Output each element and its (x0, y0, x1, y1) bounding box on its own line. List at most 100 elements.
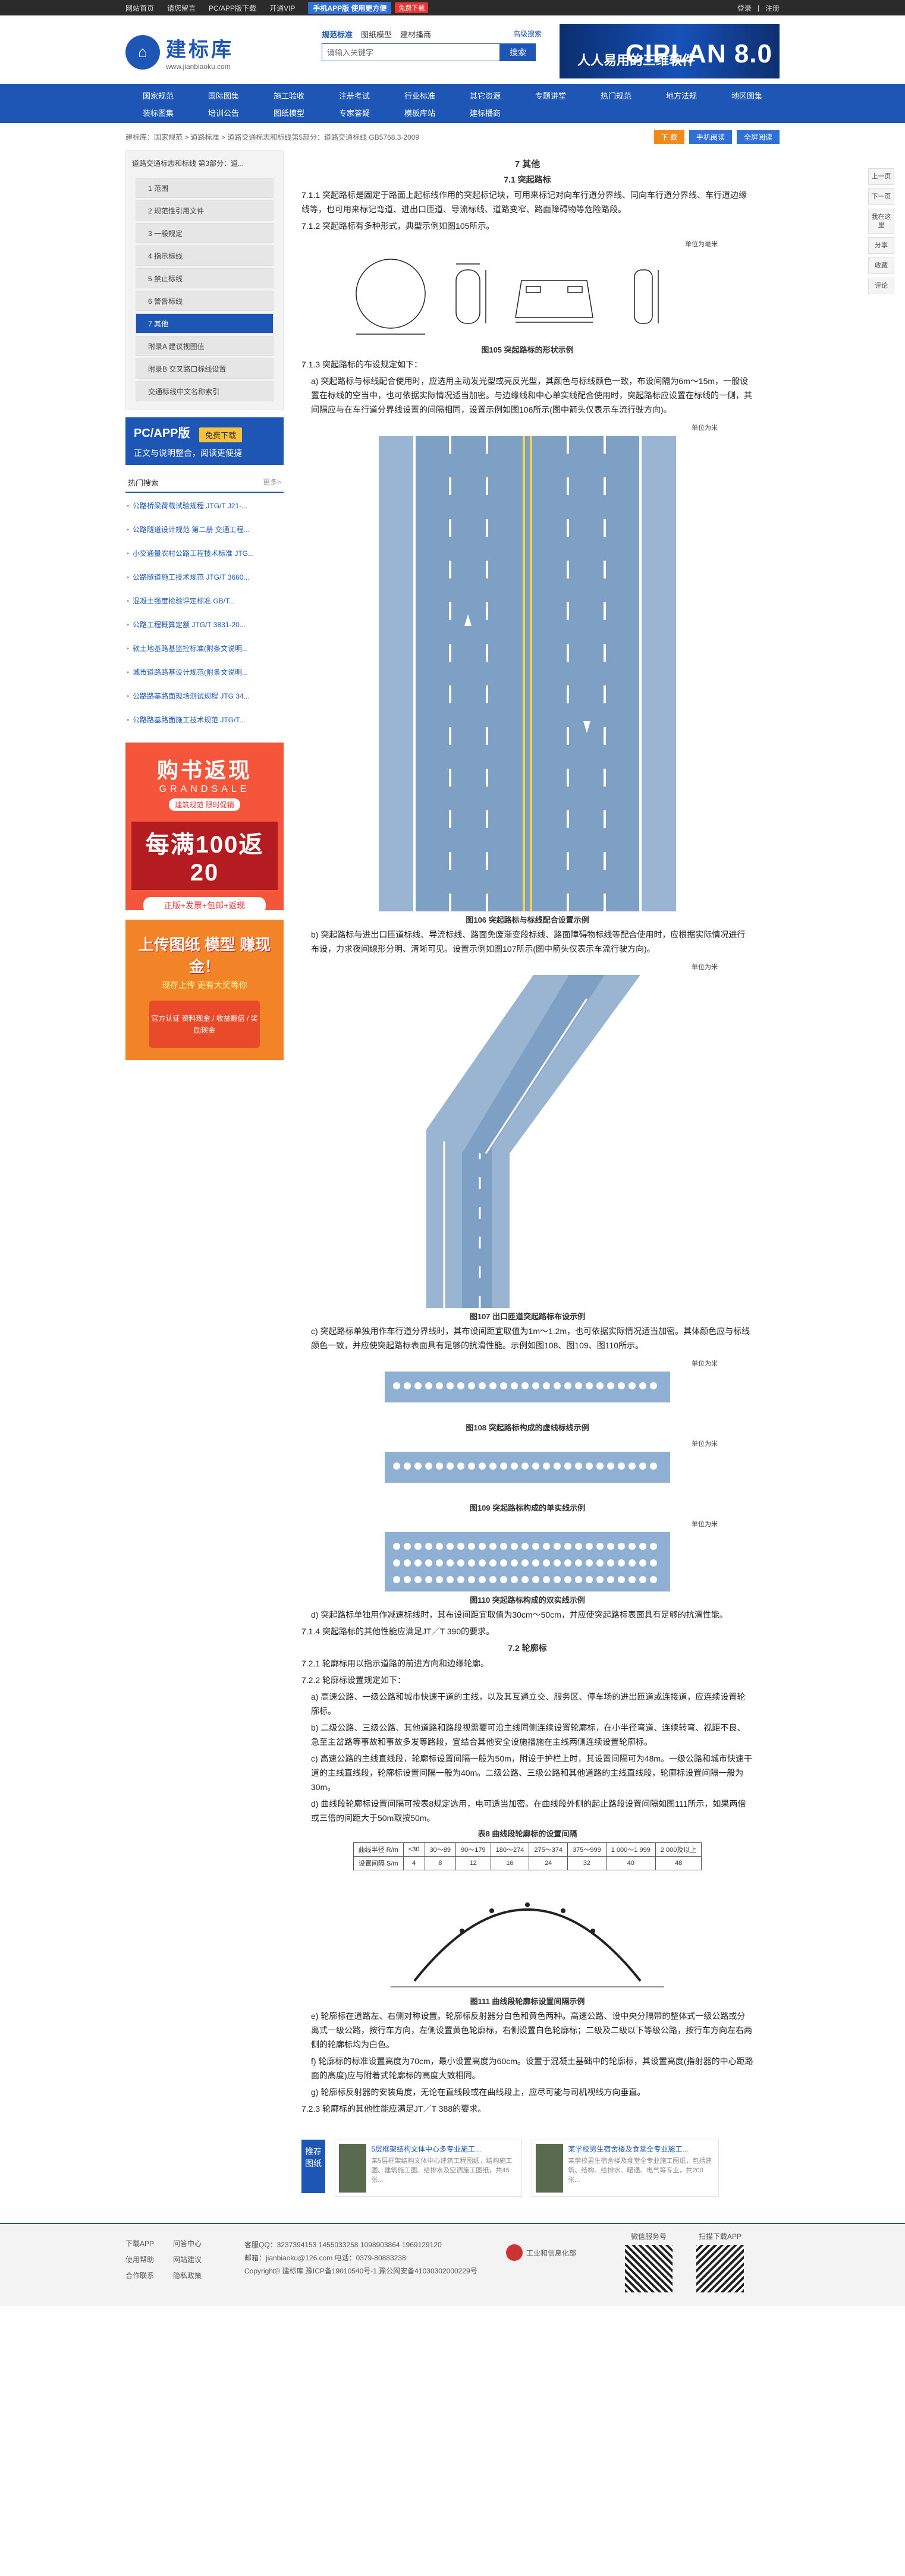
toc-item[interactable]: 4 指示标线 (136, 246, 274, 266)
footer-link[interactable]: 网站建议 (173, 2256, 202, 2264)
hot-search-item[interactable]: 公路隧道施工技术规范 JTG/T 3660... (125, 564, 284, 588)
nav-item[interactable]: 培训公告 (208, 109, 239, 118)
raised-marker (532, 1382, 539, 1389)
recommend-card[interactable]: 5层框架结构文体中心多专业施工... 某5层框架结构文体中心建筑工程图纸，结构施工… (335, 2140, 522, 2197)
topbar-download-link[interactable]: PC/APP版下载 (209, 4, 257, 12)
search-input[interactable] (322, 43, 500, 61)
nav-item[interactable]: 装标图集 (142, 109, 174, 118)
float-tool-button[interactable]: 收藏 (868, 257, 894, 274)
toc-header[interactable]: 道路交通标志和标线 第3部分：道... (132, 159, 244, 168)
nav-item[interactable]: 施工验收 (273, 92, 304, 100)
nav-item[interactable]: 注册考试 (338, 92, 370, 100)
free-download-button[interactable]: 免费下载 (199, 427, 243, 443)
topbar-vip-link[interactable]: 开通VIP (269, 4, 296, 12)
raised-marker (393, 1576, 400, 1583)
nav-item[interactable]: 热门规范 (600, 92, 631, 100)
card-title[interactable]: 某学校男生宿舍楼及食堂全专业施工... (568, 2145, 689, 2153)
recommend-card[interactable]: 某学校男生宿舍楼及食堂全专业施工... 某学校男生宿舍楼及食堂全专业施工图纸，包括… (532, 2140, 719, 2197)
figure-caption: 图108 突起路标构成的虚线标线示例 (466, 1423, 589, 1432)
toc-item[interactable]: 交通标线中文名称索引 (136, 381, 274, 401)
separator: | (757, 4, 759, 12)
toc-item[interactable]: 6 警告标线 (136, 291, 274, 311)
hot-search-item[interactable]: 公路路基路面现场测试规程 JTG 34... (125, 683, 284, 707)
table-cell: 48 (655, 1856, 702, 1870)
raised-marker (543, 1559, 550, 1567)
toc-item[interactable]: 1 范围 (136, 178, 274, 198)
toc-item[interactable]: 7 其他 (136, 313, 274, 334)
toc-item[interactable]: 2 规范性引用文件 (136, 200, 274, 221)
hot-search-more-link[interactable]: 更多> (262, 478, 281, 487)
raised-marker (575, 1559, 582, 1567)
float-tool-button[interactable]: 评论 (868, 278, 894, 294)
topbar-home-link[interactable]: 网站首页 (125, 4, 155, 12)
search-tab-drawings[interactable]: 图纸模型 (361, 30, 392, 39)
floating-toolbar: 上一页下一页我在这里分享收藏评论 (868, 168, 894, 298)
raised-marker (436, 1543, 443, 1550)
site-logo[interactable]: ⌂ 建标库 www.jianbiaoku.com (125, 33, 234, 71)
hot-search-item[interactable]: 公路桥梁荷载试验规程 JTG/T J21-... (125, 493, 284, 517)
paragraph: c) 高速公路的主线直线段，轮廓标设置间隔一般为50m，附设于护栏上时，其设置间… (311, 1754, 753, 1792)
card-title[interactable]: 5层框架结构文体中心多专业施工... (371, 2145, 482, 2153)
nav-item[interactable]: 专题讲堂 (535, 92, 566, 100)
nav-item[interactable]: 地方法规 (665, 92, 697, 100)
nav-item[interactable]: 其它资源 (469, 92, 501, 100)
nav-item[interactable]: 模板库站 (404, 109, 435, 118)
float-tool-button[interactable]: 上一页 (868, 168, 894, 185)
register-link[interactable]: 注册 (765, 4, 780, 12)
nav-item[interactable]: 行业标准 (404, 92, 435, 100)
footer-link[interactable]: 隐私政策 (173, 2272, 202, 2280)
search-tab-materials[interactable]: 建材播商 (400, 30, 432, 39)
raised-marker (586, 1543, 593, 1550)
raised-marker (596, 1559, 604, 1567)
book-sale-ad[interactable]: 购书返现 GRANDSALE 建筑规范 限时促销 每满100返20 正版+发票+… (125, 743, 284, 911)
toc-item[interactable]: 附录A 建议视图值 (136, 336, 274, 356)
mobile-read-button[interactable]: 手机阅读 (689, 130, 732, 144)
hot-search-item[interactable]: 公路隧道设计规范 第二册 交通工程... (125, 517, 284, 540)
nav-item[interactable]: 专家答疑 (338, 109, 370, 118)
float-tool-button[interactable]: 分享 (868, 237, 894, 254)
upload-reward-ad[interactable]: 上传图纸 模型 赚现金！ 现存上传 更有大奖等你 官方认证 资料现金 / 收益翻… (125, 920, 284, 1061)
float-tool-button[interactable]: 我在这里 (868, 209, 894, 234)
download-button[interactable]: 下 载 (653, 130, 684, 144)
toc-item[interactable]: 附录B 交叉路口标线设置 (136, 358, 274, 379)
breadcrumb[interactable]: 建标库：国家规范 > 道路标准 > 道路交通标志和标线第5部分：道路交通标线 G… (125, 133, 420, 141)
nav-item[interactable]: 地区图集 (731, 92, 762, 100)
topbar-message-link[interactable]: 请您留言 (167, 4, 196, 12)
footer-link[interactable]: 合作联系 (125, 2272, 155, 2280)
paragraph: c) 突起路标单独用作车行道分界线时，其布设间距宜取值为1m～1.2m，也可依据… (311, 1326, 750, 1350)
header-ad-banner[interactable]: 人人易用的三维软件 CIPLAN 8.0 (560, 24, 780, 78)
raised-marker (393, 1382, 400, 1389)
login-link[interactable]: 登录 (737, 4, 752, 12)
nav-item[interactable]: 国家规范 (142, 92, 174, 100)
hot-search-item[interactable]: 公路工程概算定额 JTG/T 3831-20... (125, 612, 284, 636)
table-cell: 设置间隔 S/m (353, 1856, 404, 1870)
fullscreen-read-button[interactable]: 全屏阅读 (736, 130, 780, 144)
raised-marker (404, 1382, 411, 1389)
footer-link[interactable]: 使用帮助 (125, 2256, 155, 2264)
hot-search-item[interactable]: 公路路基路面施工技术规范 JTG/T... (125, 707, 284, 731)
search-tab-standards[interactable]: 规范标准 (322, 30, 353, 39)
toc-item[interactable]: 5 禁止标线 (136, 268, 274, 288)
free-download-badge[interactable]: 免费下载 (395, 2, 429, 13)
footer-link[interactable]: 问答中心 (173, 2240, 202, 2248)
hot-search-item[interactable]: 混凝土强度检验评定标准 GB/T... (125, 588, 284, 612)
hot-search-item[interactable]: 软土地基路基监控标准(附条文说明... (125, 636, 284, 659)
nav-item[interactable]: 图纸模型 (273, 109, 304, 118)
search-button[interactable]: 搜索 (500, 43, 536, 61)
topbar-mobile-app-button[interactable]: 手机APP版 使用更方便 (308, 1, 392, 14)
pc-app-promo[interactable]: PC/APP版 免费下载 正文与说明整合，阅读更便捷 (125, 417, 284, 465)
sidebar: 道路交通标志和标线 第3部分：道... 1 范围 2 规范性引用文件 3 一般规定 4… (125, 150, 284, 2116)
nav-item[interactable]: 国际图集 (208, 92, 239, 100)
paragraph: 7.1.4 突起路标的其他性能应满足JT／T 390的要求。 (301, 1627, 495, 1636)
raised-marker (414, 1382, 422, 1389)
raised-marker (650, 1559, 657, 1567)
toc-item[interactable]: 3 一般规定 (136, 223, 274, 243)
nav-item[interactable]: 建标播商 (469, 109, 501, 118)
raised-marker (425, 1462, 432, 1470)
hot-search-item[interactable]: 城市道路路基设计规范(附条文说明... (125, 659, 284, 683)
advanced-search-link[interactable]: 高级搜索 (513, 30, 542, 38)
float-tool-button[interactable]: 下一页 (868, 188, 894, 205)
footer-link[interactable]: 下载APP (125, 2240, 155, 2248)
hot-search-item[interactable]: 小交通量农村公路工程技术标准 JTG... (125, 540, 284, 564)
raised-marker (575, 1382, 582, 1389)
